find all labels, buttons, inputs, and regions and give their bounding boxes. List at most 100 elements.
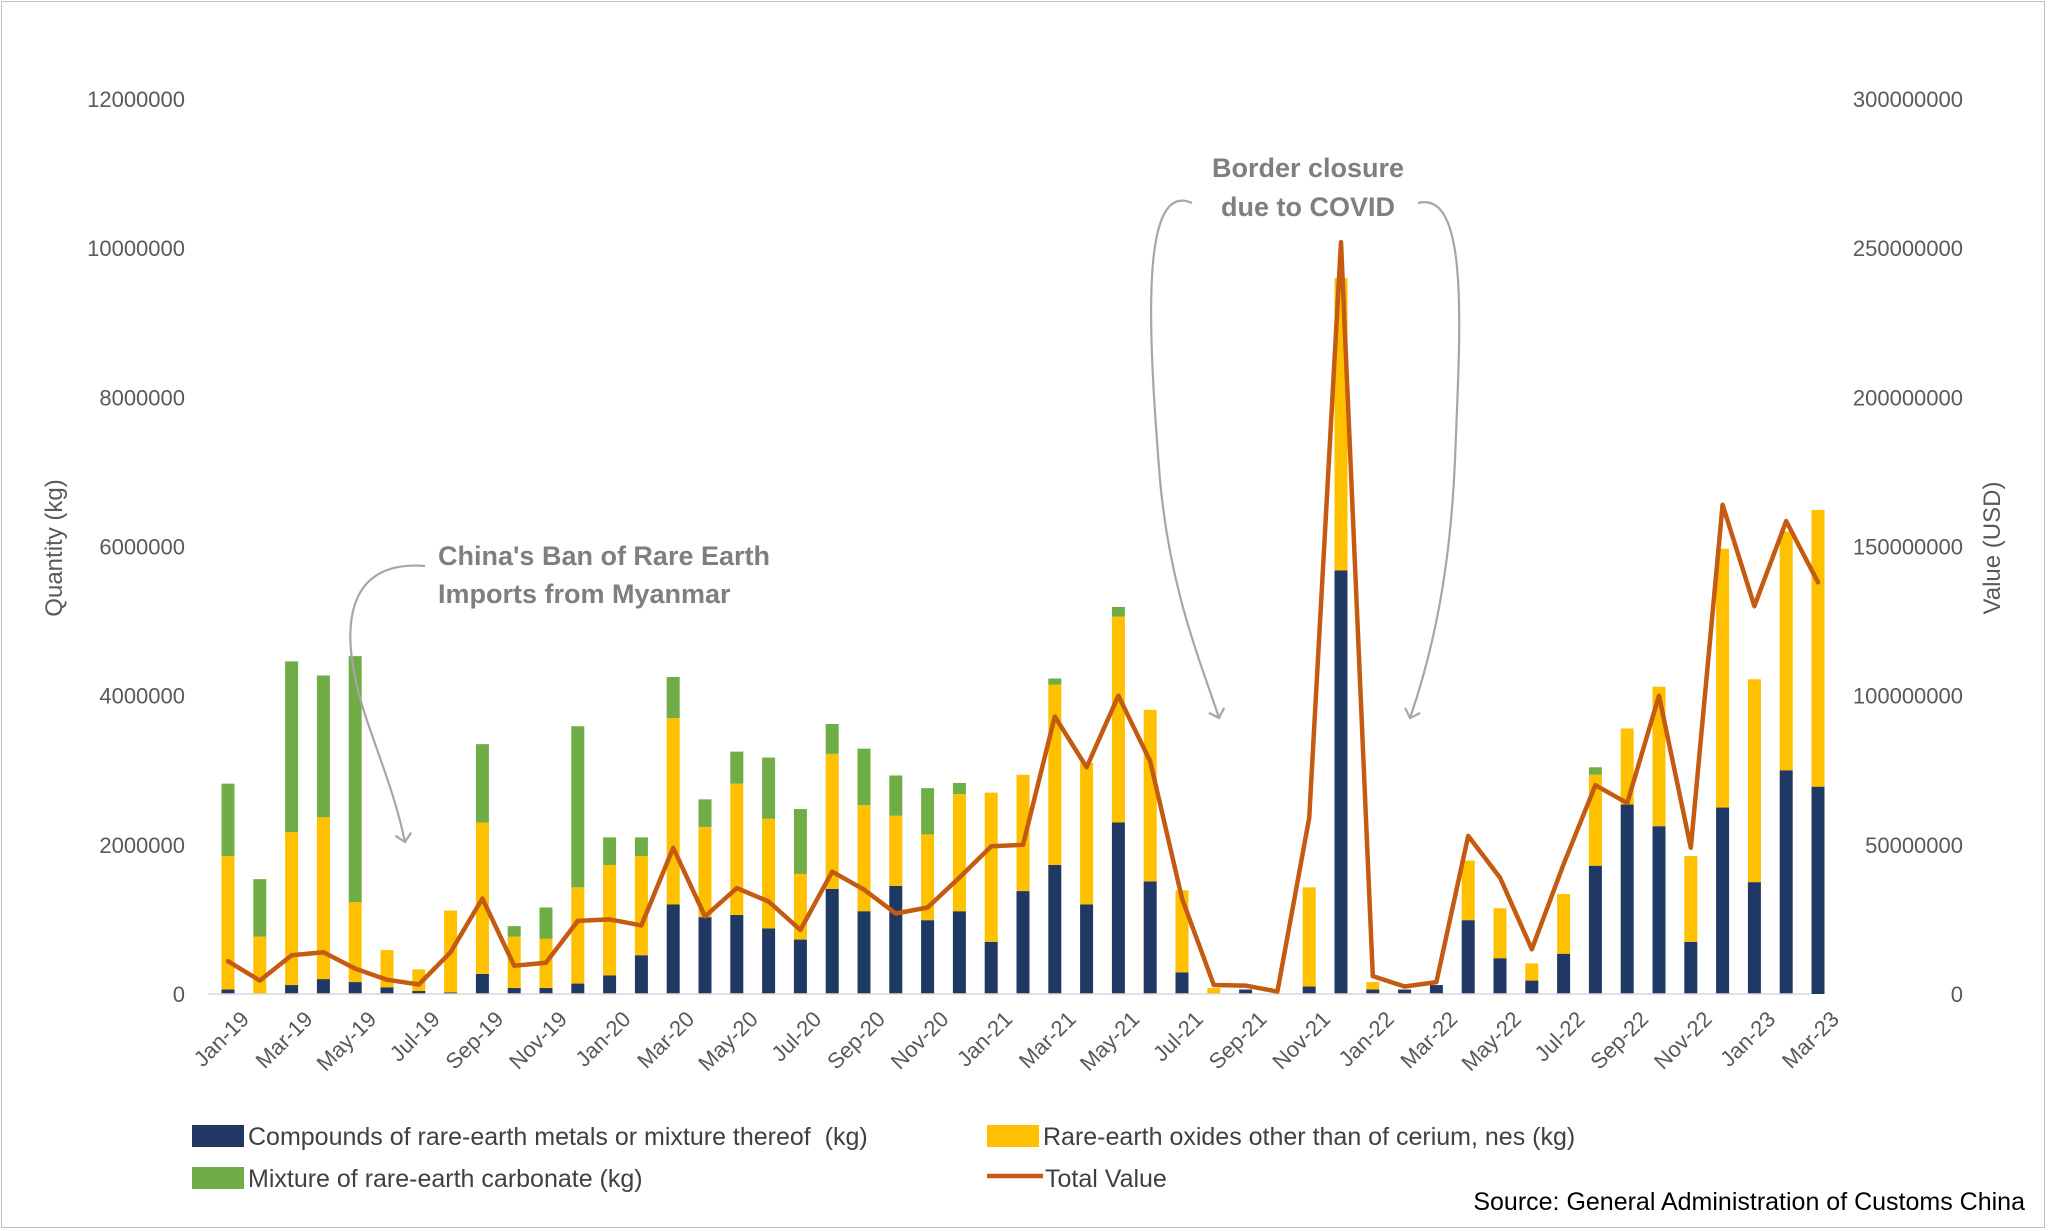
carbonate-bar [221, 783, 235, 857]
right-axis-title: Value (USD) [1979, 482, 2006, 615]
x-tick-label: May-22 [1456, 1006, 1526, 1076]
compounds-bar [1080, 904, 1094, 994]
oxides-bar [698, 826, 712, 918]
compounds-bar [1143, 881, 1157, 994]
compounds-bar [1048, 864, 1062, 994]
annotation-china-ban-line-1: China's Ban of Rare Earth [438, 541, 770, 571]
compounds-bar [1747, 882, 1761, 994]
carbonate-bar [666, 677, 680, 719]
legend-swatch-compounds [192, 1125, 244, 1147]
compounds-bar [1588, 865, 1602, 994]
right-axis-ticks: 0 50000000 100000000 150000000 200000000 2500… [1853, 87, 1963, 1007]
carbonate-bar [1588, 767, 1602, 775]
right-tick-label: 0 [1951, 982, 1963, 1007]
compounds-bar [285, 985, 299, 994]
compounds-bar [730, 914, 744, 994]
legend-label-total-value: Total Value [1045, 1165, 1167, 1193]
oxides-bar [316, 817, 330, 980]
compounds-bar [1652, 826, 1666, 994]
oxides-bar [253, 936, 267, 994]
right-tick-label: 50000000 [1865, 833, 1963, 858]
oxides-bar [634, 856, 648, 956]
x-tick-label: Nov-22 [1649, 1006, 1717, 1074]
oxides-bar [730, 783, 744, 915]
legend-label-compounds: Compounds of rare-earth metals or mixtur… [248, 1123, 868, 1151]
carbonate-bar [539, 907, 553, 939]
carbonate-bar [475, 744, 489, 823]
oxides-bar [1811, 509, 1825, 787]
compounds-bar [1557, 953, 1571, 994]
compounds-bar [793, 939, 807, 994]
compounds-bar [634, 955, 648, 994]
compounds-bar [952, 911, 966, 994]
left-tick-label: 12000000 [87, 87, 185, 112]
compounds-bar [1716, 807, 1730, 994]
compounds-bar [475, 973, 489, 994]
carbonate-bar [1048, 678, 1062, 685]
compounds-bar [889, 885, 903, 994]
oxides-bar [921, 834, 935, 921]
oxides-bar [1111, 616, 1125, 823]
x-tick-label: Jul-20 [766, 1006, 826, 1066]
x-tick-label: Nov-20 [886, 1006, 954, 1074]
annotation-china-ban-line-2: Imports from Myanmar [438, 579, 731, 609]
compounds-bar [666, 904, 680, 994]
compounds-bar [571, 983, 585, 994]
legend-swatch-oxides [987, 1125, 1039, 1147]
x-tick-label: Nov-21 [1267, 1006, 1335, 1074]
compounds-bar [316, 979, 330, 994]
left-tick-label: 10000000 [87, 236, 185, 261]
compounds-bar [1461, 920, 1475, 994]
left-tick-label: 4000000 [99, 684, 185, 709]
compounds-bar [1175, 972, 1189, 994]
oxides-bar [1684, 856, 1698, 942]
compounds-bar [1016, 891, 1030, 994]
carbonate-bar [253, 879, 267, 937]
compounds-bar [603, 975, 617, 994]
carbonate-bar [730, 751, 744, 784]
x-tick-label: May-20 [693, 1006, 763, 1076]
carbonate-bar [921, 788, 935, 835]
oxides-bar [1716, 548, 1730, 808]
oxides-bar [1207, 988, 1221, 994]
x-tick-label: Jul-19 [385, 1006, 445, 1066]
compounds-bar [539, 988, 553, 994]
x-tick-label: Jan-22 [1334, 1006, 1399, 1071]
legend-item-carbonate: Mixture of rare-earth carbonate (kg) [192, 1165, 643, 1193]
oxides-bar [889, 815, 903, 886]
right-tick-label: 100000000 [1853, 684, 1963, 709]
left-tick-label: 2000000 [99, 833, 185, 858]
annotation-china-ban-arrow [349, 564, 426, 844]
bars [221, 278, 1825, 994]
x-tick-label: Jan-23 [1715, 1006, 1780, 1071]
carbonate-bar [762, 757, 776, 819]
compounds-bar [1811, 786, 1825, 994]
oxides-bar [1493, 908, 1507, 959]
source-note: Source: General Administration of Custom… [1473, 1188, 2025, 1216]
compounds-bar [762, 928, 776, 994]
compounds-bar [412, 991, 426, 994]
carbonate-bar [507, 926, 521, 937]
oxides-bar [857, 805, 871, 912]
left-axis-title: Quantity (kg) [41, 479, 68, 616]
legend: Compounds of rare-earth metals or mixtur… [192, 1123, 1575, 1193]
carbonate-bar [285, 661, 299, 833]
x-tick-label: Sep-21 [1204, 1006, 1272, 1074]
compounds-bar [348, 982, 362, 994]
compounds-bar [1366, 989, 1380, 994]
carbonate-bar [571, 726, 585, 888]
oxides-bar [1461, 860, 1475, 921]
oxides-bar [1779, 531, 1793, 771]
compounds-bar [857, 911, 871, 994]
annotation-china-ban: China's Ban of Rare Earth Imports from M… [349, 541, 770, 844]
x-tick-label: Mar-22 [1395, 1006, 1462, 1073]
oxides-bar [1143, 709, 1157, 882]
x-tick-label: Sep-22 [1585, 1006, 1653, 1074]
right-tick-label: 150000000 [1853, 535, 1963, 560]
right-tick-label: 300000000 [1853, 87, 1963, 112]
carbonate-bar [952, 782, 966, 795]
annotation-border-closure: Border closure due to COVID [1150, 153, 1461, 720]
compounds-bar [380, 987, 394, 994]
annotation-border-line-2: due to COVID [1221, 192, 1395, 222]
